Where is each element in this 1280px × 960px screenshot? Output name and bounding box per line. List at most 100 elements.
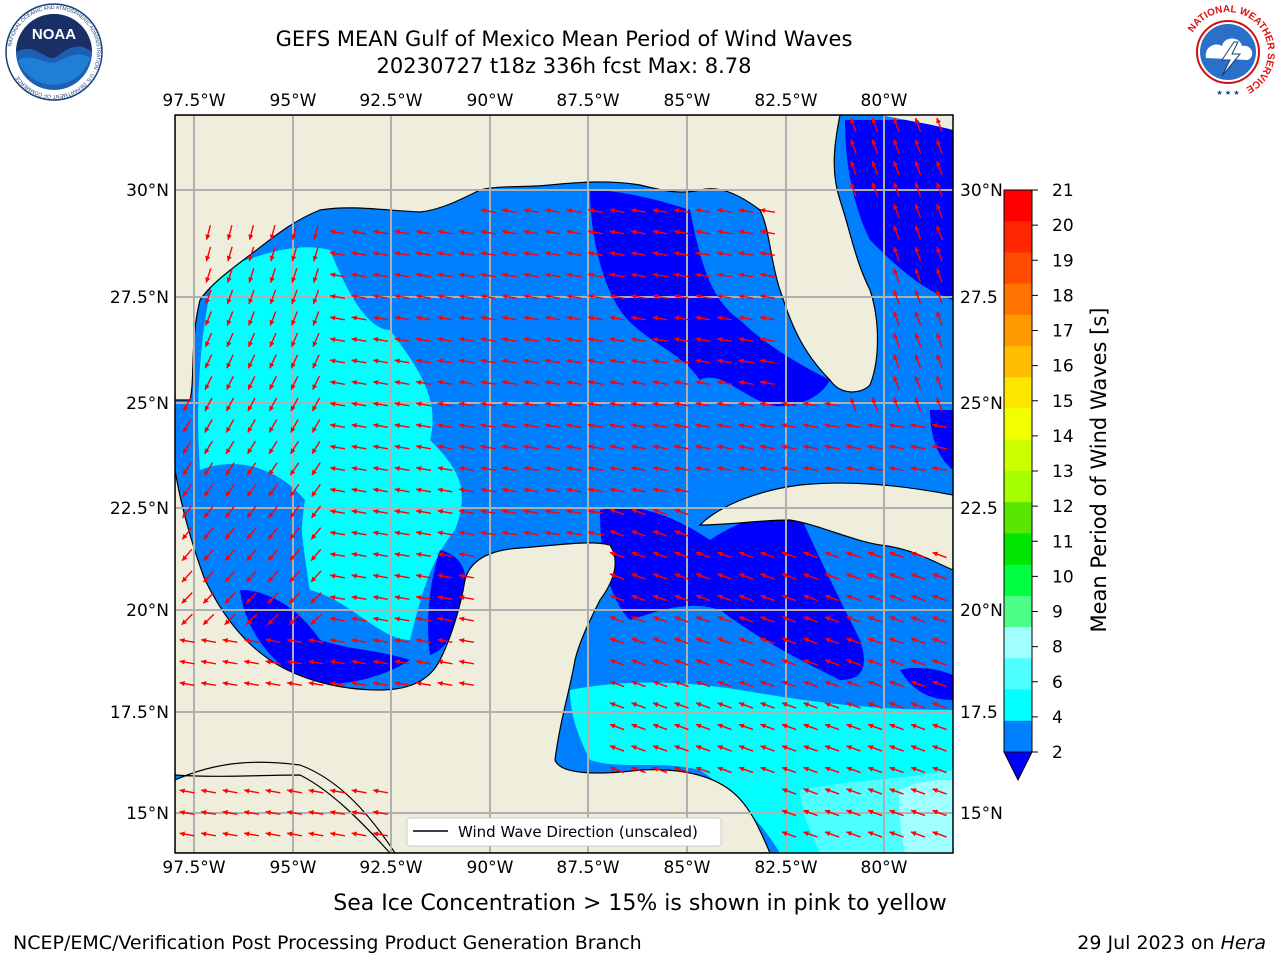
wind-arrow xyxy=(695,401,711,407)
wind-arrow xyxy=(846,723,861,731)
wind-arrow xyxy=(846,637,861,645)
wind-arrow xyxy=(893,268,900,283)
wind-arrow xyxy=(523,466,539,472)
wind-arrow xyxy=(738,294,754,300)
wind-arrow xyxy=(312,225,319,240)
wind-arrow xyxy=(716,229,733,235)
wind-arrow xyxy=(759,208,776,214)
wind-arrow xyxy=(609,723,625,731)
wind-arrow xyxy=(867,466,883,472)
wind-arrow xyxy=(291,225,298,240)
colorbar-segment xyxy=(1004,252,1032,285)
wind-arrow xyxy=(372,788,389,794)
wind-arrow xyxy=(290,375,299,391)
wind-arrow xyxy=(351,788,367,794)
wind-arrow xyxy=(695,616,711,623)
wind-arrow xyxy=(609,659,625,666)
colorbar: 21 20 19 18 17 16 15 14 13 12 11 10 9 8 6 4 2 xyxy=(1003,181,1074,782)
wind-arrow xyxy=(329,659,346,665)
wind-arrow xyxy=(587,358,604,364)
wind-arrow xyxy=(523,272,539,278)
wind-arrow xyxy=(889,831,904,838)
wind-arrow xyxy=(179,659,195,665)
wind-arrow xyxy=(224,548,236,562)
wind-arrow xyxy=(523,251,539,257)
wind-arrow xyxy=(932,766,947,774)
footer-credit: NCEP/EMC/Verification Post Processing Pr… xyxy=(13,932,642,954)
wind-arrow xyxy=(372,294,389,300)
wind-arrow xyxy=(566,337,582,343)
lon-label-bottom: 87.5°W xyxy=(556,858,619,878)
svg-text:★ ★ ★: ★ ★ ★ xyxy=(1216,89,1239,97)
wind-arrow xyxy=(630,294,647,300)
land-mexico xyxy=(175,469,771,853)
wind-arrow xyxy=(501,337,518,343)
wind-arrow xyxy=(267,592,279,604)
wind-arrow xyxy=(738,637,754,645)
wind-arrow xyxy=(867,594,883,602)
wind-arrow xyxy=(544,487,561,493)
wind-arrow xyxy=(652,272,668,278)
wind-arrow xyxy=(716,337,733,343)
wind-arrow xyxy=(312,332,320,348)
wind-arrow xyxy=(781,551,797,559)
wind-arrow xyxy=(630,315,647,321)
wind-arrow xyxy=(437,294,453,300)
wind-arrow xyxy=(566,294,582,300)
lon-label-bottom: 85°W xyxy=(664,858,711,878)
wind-arrow xyxy=(245,570,258,583)
wind-arrow xyxy=(803,616,818,623)
wind-arrow xyxy=(932,745,947,752)
wind-arrow xyxy=(630,251,647,257)
wind-arrow xyxy=(437,530,453,536)
colorbar-segment xyxy=(1004,502,1032,534)
wind-arrow xyxy=(673,229,690,235)
wind-arrow xyxy=(437,272,453,278)
wind-arrow xyxy=(781,594,797,602)
wind-arrow xyxy=(716,466,733,472)
colorbar-tick-label: 4 xyxy=(1052,708,1063,728)
wind-arrow xyxy=(717,680,732,688)
wind-arrow xyxy=(652,702,668,709)
map-panel xyxy=(175,115,953,853)
wind-arrow xyxy=(458,315,475,321)
wind-arrow xyxy=(695,594,711,602)
wind-arrow xyxy=(781,444,797,450)
wind-arrow xyxy=(717,723,732,731)
wind-arrow xyxy=(781,637,797,645)
wind-arrow xyxy=(458,229,475,235)
wind-arrow xyxy=(544,208,561,214)
wind-arrow xyxy=(566,229,582,235)
wind-arrow xyxy=(824,637,840,645)
lon-label-bottom: 80°W xyxy=(861,858,908,878)
wind-arrow xyxy=(587,466,604,472)
wind-arrow xyxy=(265,638,281,644)
wind-arrow xyxy=(673,294,690,300)
wind-arrow xyxy=(415,573,432,579)
wind-arrow xyxy=(717,637,732,645)
wind-arrow xyxy=(312,246,319,262)
wind-arrow xyxy=(652,680,668,688)
wind-arrow xyxy=(803,594,818,602)
wind-arrow xyxy=(480,530,496,536)
wind-arrow xyxy=(803,766,818,774)
wind-arrow xyxy=(372,337,389,343)
wind-arrow xyxy=(932,680,947,688)
wind-arrow xyxy=(781,723,797,731)
wind-arrow xyxy=(867,723,883,731)
wind-arrow xyxy=(630,466,647,472)
wind-arrow xyxy=(932,573,947,580)
wind-arrow xyxy=(226,225,233,240)
wind-arrow xyxy=(243,810,260,816)
wind-arrow xyxy=(290,419,299,433)
wind-arrow xyxy=(523,509,539,515)
wind-arrow xyxy=(932,809,947,817)
wind-arrow xyxy=(286,788,303,794)
wind-arrow xyxy=(850,139,857,154)
colorbar-segment xyxy=(1004,627,1032,659)
wind-arrow xyxy=(652,229,668,235)
wind-arrow xyxy=(415,444,432,450)
wind-arrow xyxy=(247,375,256,391)
wind-arrow xyxy=(458,616,475,622)
wind-arrow xyxy=(200,810,217,816)
